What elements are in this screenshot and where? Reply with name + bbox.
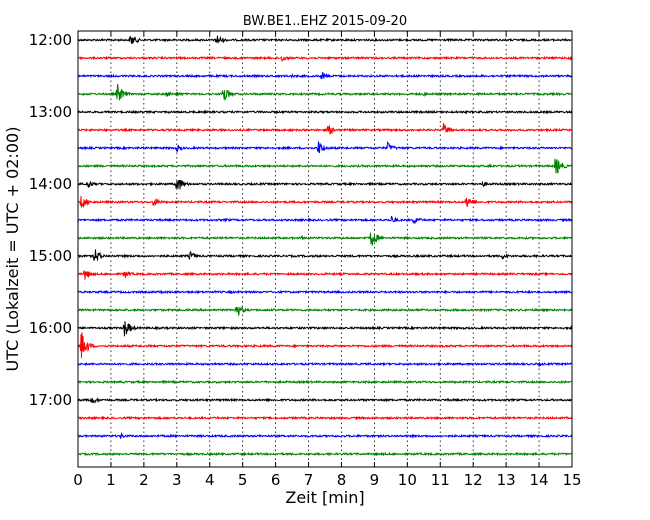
x-tick-label: 7 xyxy=(304,471,314,489)
trace-1600 xyxy=(77,321,573,337)
y-axis-title: UTC (Lokalzeit = UTC + 02:00) xyxy=(3,127,22,372)
x-tick-label: 2 xyxy=(139,471,149,489)
trace-1645 xyxy=(77,379,573,385)
x-tick-label: 12 xyxy=(464,471,483,489)
x-tick-label: 1 xyxy=(106,471,116,489)
trace-1745 xyxy=(77,451,573,457)
trace-1200 xyxy=(77,35,573,44)
traces xyxy=(77,35,573,457)
x-tick-label: 9 xyxy=(370,471,380,489)
trace-1315 xyxy=(77,123,573,135)
trace-1615 xyxy=(77,332,573,359)
x-tick-label: 4 xyxy=(205,471,215,489)
trace-1445 xyxy=(77,232,573,246)
x-tick-label: 10 xyxy=(398,471,417,489)
trace-1430 xyxy=(77,215,573,224)
y-tick-label: 17:00 xyxy=(29,391,72,409)
x-tick-label: 6 xyxy=(271,471,281,489)
trace-1545 xyxy=(77,306,573,317)
trace-1345 xyxy=(77,158,573,174)
trace-1715 xyxy=(77,415,573,421)
y-tick-label: 15:00 xyxy=(29,247,72,265)
x-tick-label: 3 xyxy=(172,471,182,489)
x-axis-title: Zeit [min] xyxy=(285,488,364,507)
trace-1300 xyxy=(77,109,573,115)
trace-1230 xyxy=(77,72,573,79)
trace-1215 xyxy=(77,55,573,63)
trace-1730 xyxy=(77,431,573,440)
x-tick-label: 15 xyxy=(562,471,581,489)
x-tick-labels: 0 1 2 3 4 5 6 7 8 9 10 11 12 13 14 15 xyxy=(73,471,581,489)
x-tick-label: 14 xyxy=(530,471,549,489)
y-tick-label: 13:00 xyxy=(29,103,72,121)
trace-1515 xyxy=(77,270,573,280)
trace-1700 xyxy=(77,397,573,404)
trace-1330 xyxy=(77,140,573,153)
trace-1400 xyxy=(77,179,573,190)
y-tick-label: 14:00 xyxy=(29,175,72,193)
trace-1415 xyxy=(77,196,573,208)
trace-1245 xyxy=(77,84,573,101)
x-tick-label: 8 xyxy=(337,471,347,489)
trace-1500 xyxy=(77,249,573,261)
plot-frame xyxy=(77,30,573,468)
axis-ticks xyxy=(77,31,573,467)
y-tick-label: 12:00 xyxy=(29,31,72,49)
trace-1630 xyxy=(77,361,573,368)
x-tick-label: 0 xyxy=(73,471,83,489)
trace-1530 xyxy=(77,289,573,295)
x-tick-label: 5 xyxy=(238,471,248,489)
y-tick-labels: 12:00 13:00 14:00 15:00 16:00 17:00 xyxy=(29,31,72,409)
x-tick-label: 11 xyxy=(431,471,450,489)
y-tick-label: 16:00 xyxy=(29,319,72,337)
x-tick-label: 13 xyxy=(497,471,516,489)
grid-lines xyxy=(110,31,540,467)
chart-title: BW.BE1..EHZ 2015-09-20 xyxy=(243,14,407,29)
